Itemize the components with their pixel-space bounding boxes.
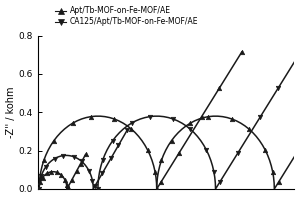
Y-axis label: -Z'' / kohm: -Z'' / kohm bbox=[6, 87, 16, 138]
Legend: Apt/Tb-MOF-on-Fe-MOF/AE, CA125/Apt/Tb-MOF-on-Fe-MOF/AE: Apt/Tb-MOF-on-Fe-MOF/AE, CA125/Apt/Tb-MO… bbox=[54, 6, 199, 27]
